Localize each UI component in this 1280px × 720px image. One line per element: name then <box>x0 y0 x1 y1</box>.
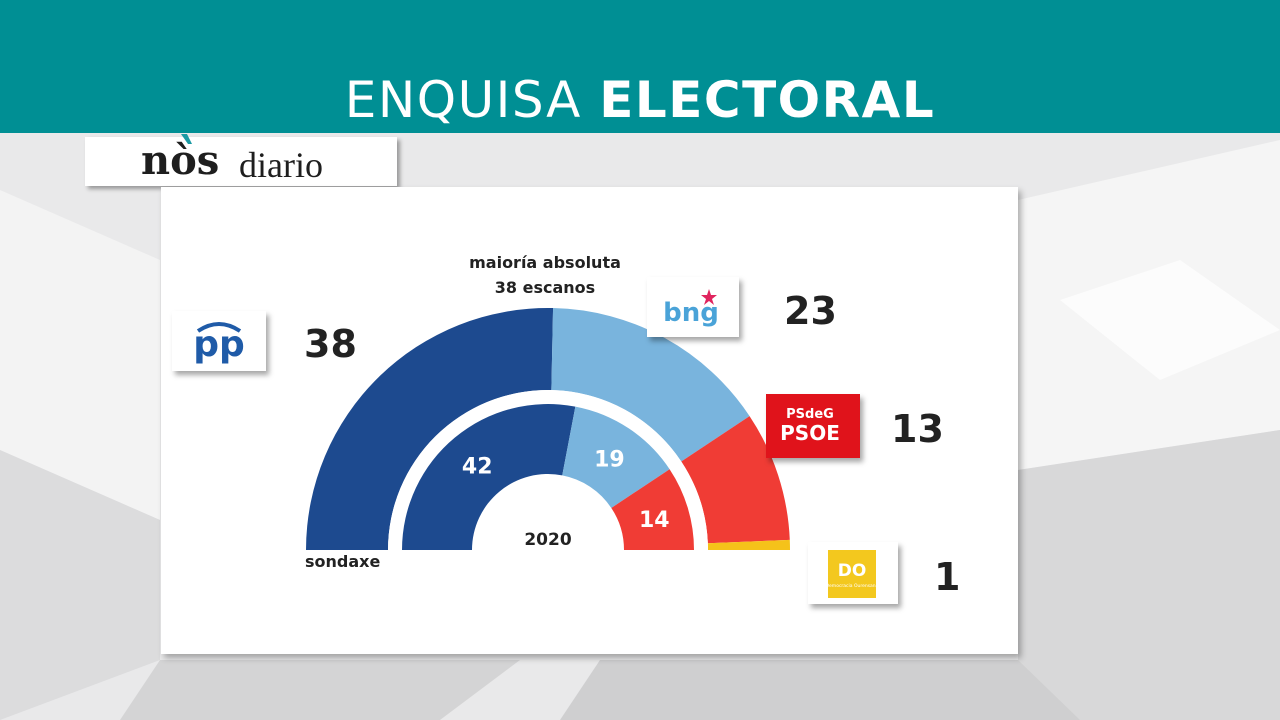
header-banner: ENQUISA ELECTORAL <box>0 0 1280 133</box>
inner-ring-label: 2020 <box>524 530 571 550</box>
pp-seat-count: 38 <box>304 322 357 366</box>
do-logo-icon: DO Democracia Ourensana <box>826 550 879 598</box>
parliament-chart: 42 19 14 sondaxe 2020 maioría absoluta 38 esca… <box>305 253 790 571</box>
outer-segment-do <box>707 539 790 550</box>
logo-diario-text: diario <box>239 145 323 185</box>
pp-logo: pp <box>172 311 266 371</box>
page-title: ENQUISA ELECTORAL <box>344 71 936 129</box>
psoe-logo-top-text: PSdeG <box>786 407 834 422</box>
inner-segment-pp <box>402 404 576 550</box>
do-logo-text: DO <box>838 561 867 581</box>
pp-logo-icon: pp <box>193 322 245 365</box>
majority-annotation-line-1: maioría absoluta <box>469 253 621 272</box>
psoe-seat-count: 13 <box>891 407 944 451</box>
bng-logo-icon: bng <box>663 289 719 328</box>
inner-value-label-psdeg-psoe: 14 <box>639 508 670 533</box>
majority-annotation-line-2: 38 escanos <box>495 278 595 297</box>
do-seat-count: 1 <box>934 555 961 599</box>
bng-logo-text: bng <box>663 298 719 328</box>
psoe-logo: PSdeG PSOE <box>766 394 860 458</box>
chart-card: 42 19 14 sondaxe 2020 maioría absoluta 38 esca… <box>161 187 1018 654</box>
psoe-logo-icon: PSdeG PSOE <box>780 407 840 445</box>
do-logo-sub-text: Democracia Ourensana <box>826 583 879 589</box>
bng-logo: bng <box>647 277 739 337</box>
outer-segment-psdeg-psoe <box>681 416 790 544</box>
outer-segment-pp <box>306 308 554 550</box>
inner-segment-bng <box>562 406 670 508</box>
outer-ring-label: sondaxe <box>305 552 380 571</box>
bng-seat-count: 23 <box>784 289 837 333</box>
nosdiario-logo: nòs diario <box>85 134 397 186</box>
outer-segment-bng <box>551 308 750 462</box>
do-logo: DO Democracia Ourensana <box>808 542 898 604</box>
accent-mark-icon <box>181 134 192 144</box>
psoe-logo-main-text: PSOE <box>780 421 840 445</box>
inner-segment-psdeg-psoe <box>611 469 694 550</box>
inner-value-label-pp: 42 <box>462 454 493 479</box>
logo-nos-text: nòs <box>141 137 220 184</box>
inner-value-label-bng: 19 <box>594 448 625 473</box>
